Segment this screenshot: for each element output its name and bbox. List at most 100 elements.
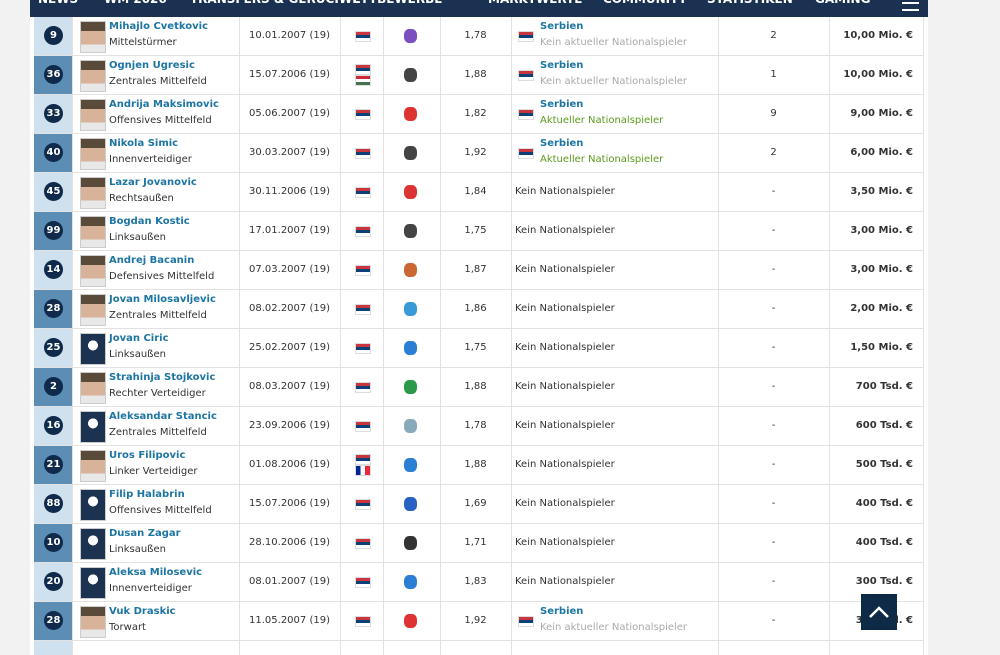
birth-date: 11.05.2007 (19) bbox=[249, 615, 330, 626]
col-line bbox=[718, 407, 719, 446]
club-logo[interactable] bbox=[404, 107, 417, 121]
player-name[interactable]: Ognjen Ugresic bbox=[109, 60, 195, 71]
col-line bbox=[72, 95, 73, 134]
club-logo[interactable] bbox=[404, 575, 417, 589]
player-name[interactable]: Aleksa Milosevic bbox=[109, 567, 203, 578]
col-line bbox=[383, 329, 384, 368]
flag bbox=[355, 382, 371, 393]
club-logo[interactable] bbox=[404, 614, 417, 628]
player-name[interactable]: Andrej Bacanin bbox=[109, 255, 195, 266]
birth-date: 23.09.2006 (19) bbox=[249, 420, 330, 431]
club-logo[interactable] bbox=[404, 302, 417, 316]
number-badge: 36 bbox=[44, 65, 63, 84]
player-name[interactable]: Dusan Zagar bbox=[109, 528, 181, 539]
col-line bbox=[72, 368, 73, 407]
col-line bbox=[239, 17, 240, 56]
col-line bbox=[72, 173, 73, 212]
player-name[interactable]: Nikola Simic bbox=[109, 138, 179, 149]
col-line bbox=[340, 134, 341, 173]
col-line bbox=[440, 563, 441, 602]
number-badge: 88 bbox=[44, 494, 63, 513]
player-name[interactable]: Bogdan Kostic bbox=[109, 216, 190, 227]
club-logo[interactable] bbox=[404, 380, 417, 394]
club-logo[interactable] bbox=[404, 224, 417, 238]
club-logo[interactable] bbox=[404, 458, 417, 472]
height: 1,75 bbox=[464, 342, 487, 353]
nav-item[interactable]: NEWS bbox=[38, 0, 78, 6]
club-logo[interactable] bbox=[404, 497, 417, 511]
col-line bbox=[511, 446, 512, 485]
player-name[interactable]: Filip Halabrin bbox=[109, 489, 185, 500]
player-name[interactable]: Lazar Jovanovic bbox=[109, 177, 197, 188]
player-name[interactable]: Vuk Draskic bbox=[109, 606, 176, 617]
flag bbox=[355, 577, 371, 588]
nav-item[interactable]: GAMING bbox=[815, 0, 870, 6]
birth-date: 30.03.2007 (19) bbox=[249, 147, 330, 158]
player-position: Zentrales Mittelfeld bbox=[109, 76, 207, 87]
col-line bbox=[440, 173, 441, 212]
col-line bbox=[340, 251, 341, 290]
flag bbox=[355, 265, 371, 276]
col-line bbox=[829, 524, 830, 563]
player-name[interactable]: Mihajlo Cvetkovic bbox=[109, 21, 208, 32]
col-line bbox=[383, 407, 384, 446]
height: 1,88 bbox=[464, 459, 487, 470]
nav-item[interactable]: WETTBEWERBE bbox=[339, 0, 442, 6]
player-name[interactable]: Strahinja Stojkovic bbox=[109, 372, 216, 383]
nav-item[interactable]: STATISTIKEN bbox=[707, 0, 793, 6]
club-logo[interactable] bbox=[404, 185, 417, 199]
national-team[interactable]: Serbien bbox=[540, 99, 584, 110]
col-line bbox=[72, 56, 73, 95]
caps: 2 bbox=[770, 30, 777, 41]
player-name[interactable]: Andrija Maksimovic bbox=[109, 99, 219, 110]
club-logo[interactable] bbox=[404, 419, 417, 433]
club-logo[interactable] bbox=[404, 263, 417, 277]
nav-item[interactable]: TRANSFERS & GERÜCHTE bbox=[190, 0, 361, 6]
player-photo bbox=[80, 21, 106, 53]
player-name[interactable]: Jovan Milosavljevic bbox=[109, 294, 216, 305]
player-name[interactable]: Aleksandar Stancic bbox=[109, 411, 217, 422]
col-line bbox=[829, 56, 830, 95]
col-line bbox=[72, 446, 73, 485]
national-team[interactable]: Serbien bbox=[540, 138, 584, 149]
player-photo bbox=[80, 216, 106, 248]
player-name[interactable]: Uros Filipovic bbox=[109, 450, 186, 461]
nav-item[interactable]: MARKTWERTE bbox=[488, 0, 582, 6]
player-name[interactable]: Jovan Ciric bbox=[109, 333, 169, 344]
col-line bbox=[511, 212, 512, 251]
flag bbox=[355, 226, 371, 237]
player-photo bbox=[80, 294, 106, 326]
col-line bbox=[239, 134, 240, 173]
club-logo[interactable] bbox=[404, 68, 417, 82]
height: 1,86 bbox=[464, 303, 487, 314]
player-position: Zentrales Mittelfeld bbox=[109, 310, 207, 321]
number-badge: 40 bbox=[44, 143, 63, 162]
national-team[interactable]: Serbien bbox=[540, 60, 584, 71]
club-logo[interactable] bbox=[404, 29, 417, 43]
col-line bbox=[829, 212, 830, 251]
club-logo[interactable] bbox=[404, 341, 417, 355]
col-line bbox=[72, 407, 73, 446]
col-line bbox=[718, 212, 719, 251]
player-photo bbox=[80, 255, 106, 287]
nav-item[interactable]: COMMUNITY bbox=[603, 0, 687, 6]
national-status: Aktueller Nationalspieler bbox=[540, 115, 664, 126]
market-value: 10,00 Mio. € bbox=[843, 30, 913, 41]
col-line bbox=[383, 212, 384, 251]
club-logo[interactable] bbox=[404, 146, 417, 160]
birth-date: 25.02.2007 (19) bbox=[249, 342, 330, 353]
col-line bbox=[340, 407, 341, 446]
scroll-top-button[interactable] bbox=[861, 594, 897, 630]
birth-date: 28.10.2006 (19) bbox=[249, 537, 330, 548]
chevron bbox=[869, 606, 889, 618]
club-logo[interactable] bbox=[404, 536, 417, 550]
row-line bbox=[34, 133, 923, 134]
nav-item[interactable]: WM 2026 bbox=[104, 0, 167, 6]
birth-date: 05.06.2007 (19) bbox=[249, 108, 330, 119]
row-line bbox=[34, 484, 923, 485]
col-line bbox=[239, 329, 240, 368]
player-position: Innenverteidiger bbox=[109, 154, 192, 165]
national-team[interactable]: Serbien bbox=[540, 606, 584, 617]
national-team[interactable]: Serbien bbox=[540, 21, 584, 32]
col-line bbox=[923, 524, 924, 563]
